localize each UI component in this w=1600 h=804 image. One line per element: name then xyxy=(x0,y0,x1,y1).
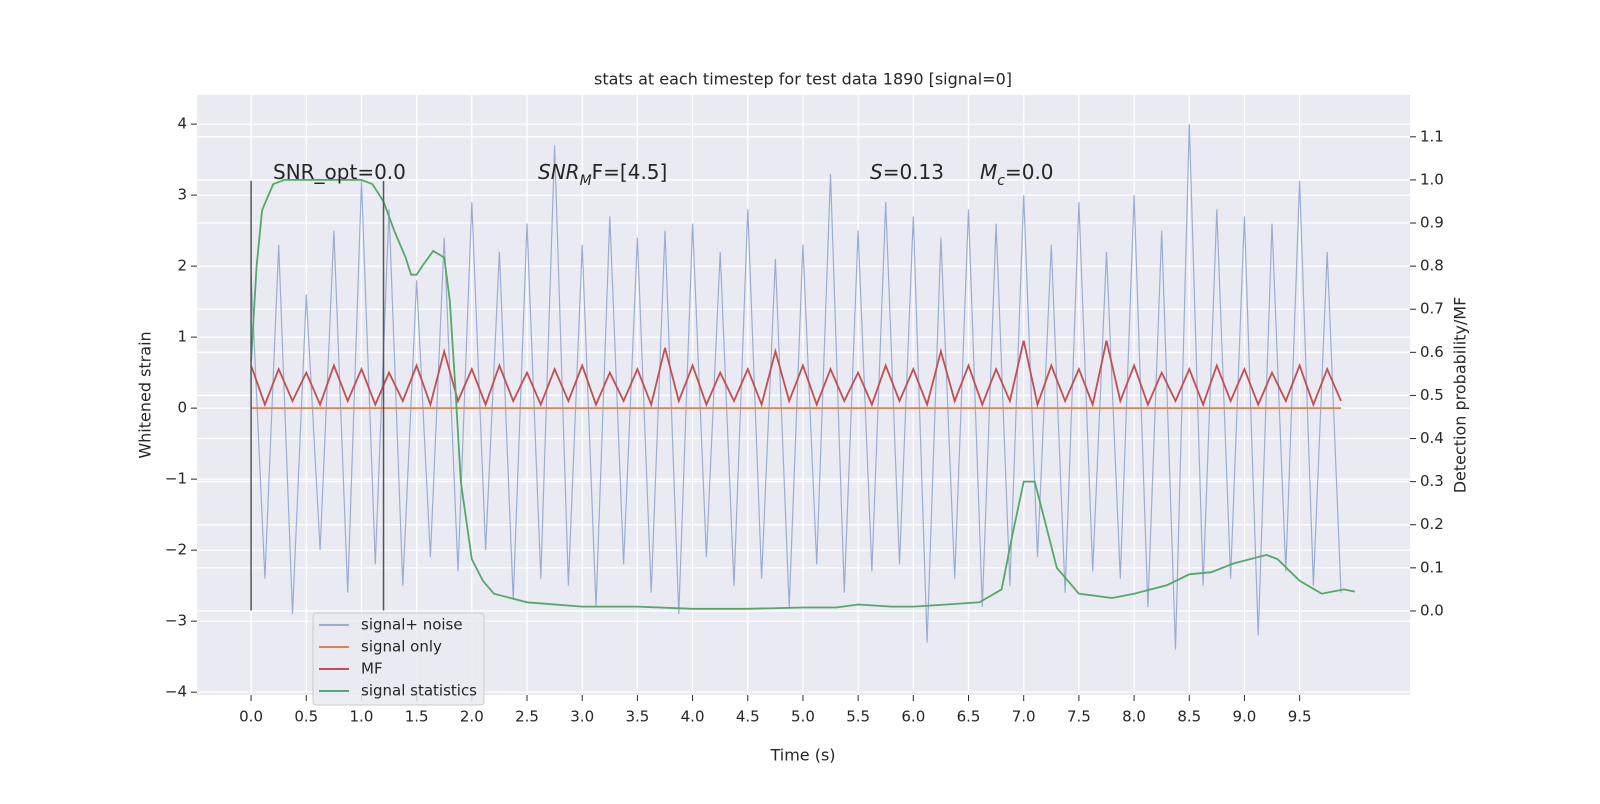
y2-tick-label: 1.1 xyxy=(1420,127,1444,145)
x-tick-label: 9.0 xyxy=(1233,708,1257,726)
y2-tick-label: 0.2 xyxy=(1420,515,1444,533)
legend-label: MF xyxy=(361,660,383,678)
series-line xyxy=(250,340,1342,408)
x-tick-label: 1.0 xyxy=(350,708,374,726)
y-tick-label: 0 xyxy=(177,399,187,417)
x-axis-label: Time (s) xyxy=(769,746,835,765)
y2-tick-label: 0.4 xyxy=(1420,429,1444,447)
series-line xyxy=(250,179,1355,610)
x-tick-label: 5.5 xyxy=(846,708,870,726)
y-tick-label: −2 xyxy=(165,541,187,559)
x-tick-label: 1.5 xyxy=(405,708,429,726)
y-tick-label: 1 xyxy=(177,328,187,346)
legend-label: signal+ noise xyxy=(361,616,463,634)
series-line xyxy=(250,124,1342,650)
x-tick-label: 7.0 xyxy=(1012,708,1036,726)
y2-axis-label: Detection probability/MF xyxy=(1451,297,1470,494)
annotation-part: S xyxy=(870,160,883,184)
y2-tick-label: 0.9 xyxy=(1420,214,1444,232)
annotation-part: c xyxy=(997,173,1005,189)
x-tick-label: 4.5 xyxy=(736,708,760,726)
y-tick-label: 4 xyxy=(177,115,187,133)
x-tick-label: 7.5 xyxy=(1067,708,1091,726)
annotation-part: SNR xyxy=(538,160,580,184)
y-tick-label: −3 xyxy=(165,612,187,630)
y2-tick-label: 1.0 xyxy=(1420,170,1444,188)
y-tick-label: 3 xyxy=(177,186,187,204)
x-tick-label: 5.0 xyxy=(791,708,815,726)
y2-tick-label: 0.7 xyxy=(1420,300,1444,318)
annotation-part: =0.0 xyxy=(1005,160,1054,184)
x-tick-label: 2.5 xyxy=(515,708,539,726)
y-tick-label: 2 xyxy=(177,257,187,275)
x-tick-label: 0.0 xyxy=(239,708,263,726)
y2-tick-label: 0.0 xyxy=(1420,601,1444,619)
x-tick-label: 8.5 xyxy=(1177,708,1201,726)
x-tick-label: 4.0 xyxy=(681,708,705,726)
legend-label: signal only xyxy=(361,638,442,656)
x-tick-label: 2.0 xyxy=(460,708,484,726)
y2-tick-label: 0.3 xyxy=(1420,472,1444,490)
annotation-part: M xyxy=(580,173,592,189)
annotation: SNR_opt=0.0 xyxy=(273,160,406,184)
annotation-part: M xyxy=(980,160,997,184)
legend-box xyxy=(312,612,485,706)
annotation-part: =0.13 xyxy=(883,160,944,184)
x-tick-label: 3.0 xyxy=(570,708,594,726)
x-tick-label: 6.0 xyxy=(901,708,925,726)
x-tick-label: 0.5 xyxy=(294,708,318,726)
chart-title: stats at each timestep for test data 189… xyxy=(594,70,1012,89)
y2-tick-label: 0.6 xyxy=(1420,343,1444,361)
annotation: SNRMF=[4.5] xyxy=(538,160,667,190)
y-axis-label: Whitened strain xyxy=(136,331,155,458)
x-tick-label: 6.5 xyxy=(957,708,981,726)
annotation: Mc=0.0 xyxy=(980,160,1054,190)
y2-tick-label: 0.5 xyxy=(1420,386,1444,404)
x-tick-label: 8.0 xyxy=(1122,708,1146,726)
y-tick-label: −1 xyxy=(165,470,187,488)
legend-label: signal statistics xyxy=(361,682,477,700)
annotation: S=0.13 xyxy=(870,160,944,184)
y-tick-label: −4 xyxy=(165,683,187,701)
x-tick-label: 9.5 xyxy=(1288,708,1312,726)
y2-tick-label: 0.1 xyxy=(1420,558,1444,576)
x-tick-label: 3.5 xyxy=(625,708,649,726)
annotation-part: F=[4.5] xyxy=(592,160,668,184)
annotation-part: SNR_opt=0.0 xyxy=(273,160,406,184)
y2-tick-label: 0.8 xyxy=(1420,257,1444,275)
